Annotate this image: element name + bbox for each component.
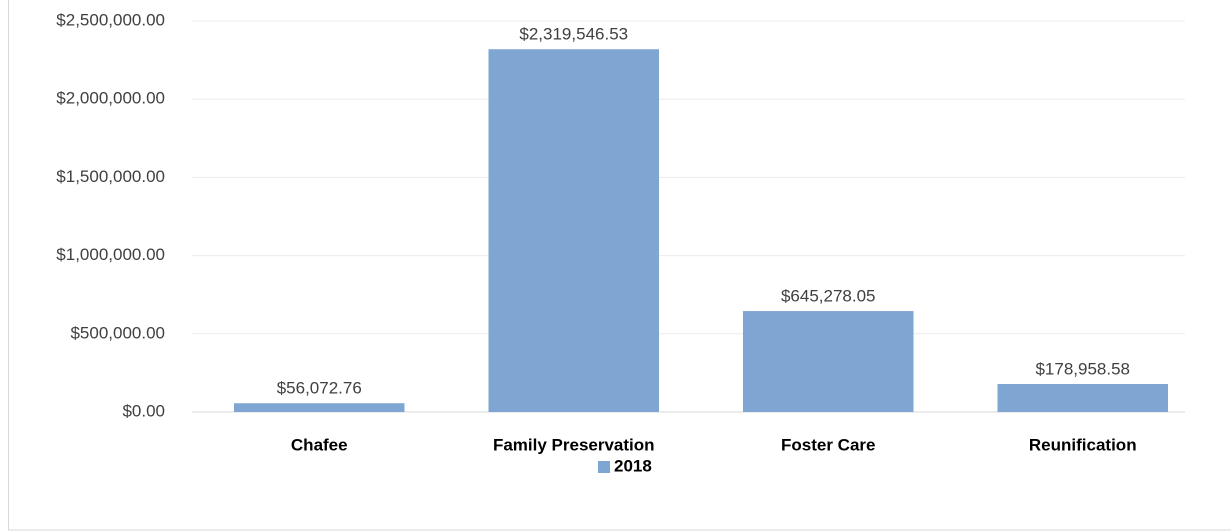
y-tick-label: $2,500,000.00 — [56, 10, 165, 29]
bar — [233, 403, 405, 412]
value-label: $178,958.58 — [1035, 359, 1130, 378]
chart-frame — [8, 0, 1231, 531]
x-tick-label: Family Preservation — [493, 435, 655, 454]
y-tick-label: $0.00 — [122, 401, 165, 420]
x-tick-label: Foster Care — [781, 435, 875, 454]
value-label: $645,278.05 — [781, 287, 876, 306]
y-tick-label: $500,000.00 — [70, 323, 165, 342]
legend-swatch — [598, 461, 610, 473]
y-tick-label: $1,500,000.00 — [56, 167, 165, 186]
x-tick-label: Chafee — [291, 435, 348, 454]
y-tick-label: $1,000,000.00 — [56, 245, 165, 264]
bar — [997, 384, 1169, 412]
legend-label: 2018 — [614, 456, 652, 475]
value-label: $2,319,546.53 — [519, 25, 628, 44]
bar — [488, 49, 660, 412]
y-tick-label: $2,000,000.00 — [56, 89, 165, 108]
bar — [742, 311, 914, 412]
x-tick-label: Reunification — [1029, 435, 1137, 454]
value-label: $56,072.76 — [277, 379, 362, 398]
